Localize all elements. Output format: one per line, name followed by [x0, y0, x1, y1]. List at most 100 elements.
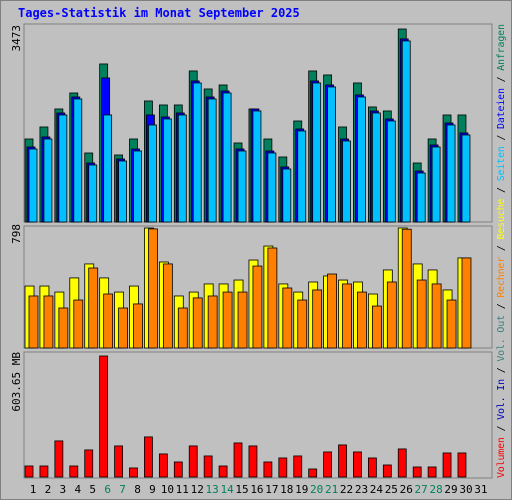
bar — [461, 257, 472, 349]
x-tick-label: 23 — [355, 483, 368, 496]
bar — [103, 114, 113, 223]
bar — [401, 228, 412, 349]
x-tick-label: 20 — [310, 483, 323, 496]
bar — [207, 98, 217, 223]
bar — [84, 449, 94, 478]
x-tick-label: 18 — [280, 483, 293, 496]
legend-separator: / — [496, 361, 507, 379]
legend-entry: Vol. In — [496, 379, 507, 420]
bar — [461, 134, 471, 223]
bar — [88, 267, 99, 349]
x-tick-label: 17 — [265, 483, 278, 496]
bar — [73, 299, 84, 349]
bar — [148, 228, 158, 349]
x-tick-label: 3 — [60, 483, 67, 496]
bar — [293, 455, 303, 478]
bar — [416, 172, 426, 223]
bar — [222, 92, 232, 223]
bar — [382, 464, 392, 478]
bar — [386, 281, 397, 349]
bar — [54, 440, 64, 478]
x-tick-label: 28 — [429, 483, 442, 496]
legend-entry: Vol. Out — [496, 315, 507, 362]
bar — [431, 283, 442, 349]
bar — [282, 168, 292, 223]
bar — [267, 152, 277, 223]
bar — [43, 295, 54, 349]
bar — [248, 445, 258, 478]
bar — [401, 40, 411, 223]
x-tick-label: 26 — [400, 483, 413, 496]
bar — [148, 124, 157, 223]
bar — [222, 291, 233, 349]
bar — [427, 466, 437, 478]
bar — [118, 160, 127, 223]
legend-entry: Rechner — [496, 257, 507, 298]
x-tick-label: 13 — [206, 483, 219, 496]
bar — [357, 291, 367, 349]
legend-entry: Volumen — [496, 437, 507, 478]
legend-entry: Anfragen — [496, 24, 507, 71]
x-tick-label: 30 — [459, 483, 472, 496]
x-tick-label: 5 — [89, 483, 96, 496]
bar — [207, 295, 218, 349]
bar — [431, 146, 441, 223]
bar — [416, 279, 427, 349]
bar — [327, 273, 338, 349]
bar — [282, 287, 293, 349]
x-tick-label: 14 — [220, 483, 234, 496]
x-tick-label: 8 — [134, 483, 141, 496]
bar — [327, 86, 337, 223]
x-tick-label: 31 — [474, 483, 487, 496]
bar — [252, 265, 263, 349]
bar — [371, 305, 382, 349]
bar — [357, 96, 366, 223]
bar — [312, 82, 322, 223]
bar — [342, 140, 351, 223]
legend-separator: / — [496, 420, 507, 438]
bar — [133, 150, 142, 223]
x-tick-label: 22 — [340, 483, 353, 496]
bar — [233, 442, 243, 478]
bar — [158, 453, 168, 478]
x-tick-label: 25 — [385, 483, 398, 496]
bar — [192, 297, 203, 349]
x-tick-label: 9 — [149, 483, 156, 496]
bar — [58, 114, 68, 223]
bar — [144, 436, 153, 478]
panel — [23, 351, 493, 479]
bar — [263, 461, 273, 478]
bar — [397, 448, 407, 478]
x-tick-label: 4 — [74, 483, 81, 496]
bar — [177, 114, 187, 223]
x-tick-label: 7 — [119, 483, 126, 496]
bar — [412, 466, 422, 478]
legend-entry: Dateien — [496, 88, 507, 129]
bar — [237, 291, 248, 349]
bar — [103, 293, 114, 349]
bar — [297, 130, 307, 223]
bar — [342, 283, 352, 349]
legend: Volumen / Vol. In / Vol. Out / Rechner /… — [496, 24, 507, 478]
x-tick-label: 24 — [370, 483, 384, 496]
legend-entry: Seiten — [496, 146, 507, 181]
legend-separator: / — [496, 181, 507, 199]
bar — [386, 120, 396, 223]
bar — [58, 307, 69, 349]
bar — [323, 451, 333, 478]
bar — [88, 164, 98, 223]
legend-separator: / — [496, 71, 507, 89]
legend-separator: / — [496, 129, 507, 147]
bar — [338, 444, 347, 478]
bar — [446, 299, 457, 349]
bar — [278, 457, 288, 478]
x-tick-label: 15 — [235, 483, 248, 496]
bar — [297, 299, 308, 349]
bar — [371, 112, 381, 223]
y-tick-label: 798 — [10, 224, 23, 244]
x-tick-label: 19 — [295, 483, 308, 496]
x-tick-label: 1 — [30, 483, 37, 496]
bar — [43, 138, 53, 223]
